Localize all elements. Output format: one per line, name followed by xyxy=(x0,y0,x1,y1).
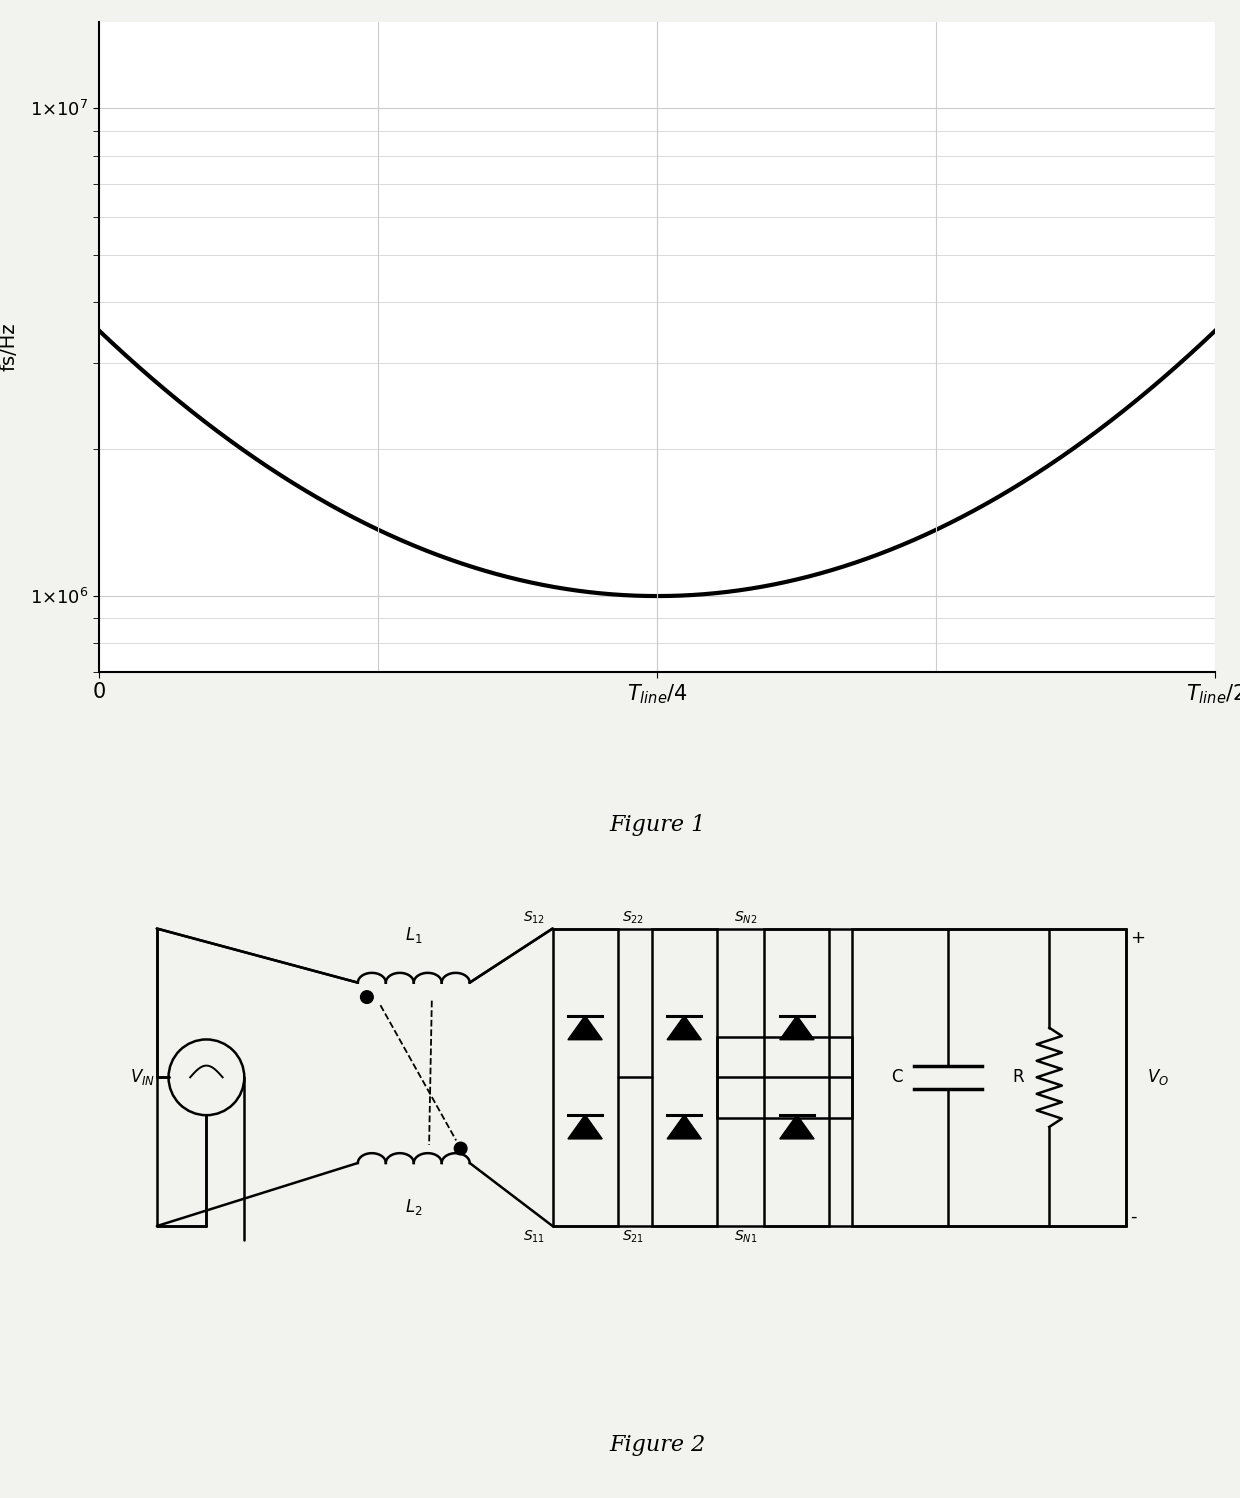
Text: $S_{N2}$: $S_{N2}$ xyxy=(734,909,758,926)
Text: Figure 2: Figure 2 xyxy=(609,1434,706,1456)
Text: $V_{IN}$: $V_{IN}$ xyxy=(130,1067,155,1088)
Polygon shape xyxy=(780,1115,815,1138)
Text: $S_{11}$: $S_{11}$ xyxy=(523,1228,546,1245)
Text: -: - xyxy=(1131,1207,1137,1225)
Text: $S_{12}$: $S_{12}$ xyxy=(523,909,546,926)
Text: $L_2$: $L_2$ xyxy=(405,1197,423,1218)
Polygon shape xyxy=(780,1016,815,1040)
Polygon shape xyxy=(568,1016,603,1040)
Bar xyxy=(553,929,618,1225)
Text: +: + xyxy=(1131,929,1146,947)
Polygon shape xyxy=(568,1115,603,1138)
Text: Figure 1: Figure 1 xyxy=(609,815,706,836)
Text: R: R xyxy=(1012,1068,1024,1086)
Text: $S_{N1}$: $S_{N1}$ xyxy=(734,1228,758,1245)
Bar xyxy=(717,1037,852,1118)
Text: $L_1$: $L_1$ xyxy=(405,924,423,945)
Polygon shape xyxy=(667,1115,702,1138)
Y-axis label: fs/Hz: fs/Hz xyxy=(0,322,19,372)
Circle shape xyxy=(454,1143,467,1155)
Text: $S_{22}$: $S_{22}$ xyxy=(622,909,645,926)
Text: C: C xyxy=(892,1068,903,1086)
Circle shape xyxy=(361,990,373,1004)
Bar xyxy=(765,929,830,1225)
Text: $S_{21}$: $S_{21}$ xyxy=(622,1228,645,1245)
Text: $V_O$: $V_O$ xyxy=(1147,1067,1169,1088)
Bar xyxy=(652,929,717,1225)
Polygon shape xyxy=(667,1016,702,1040)
Bar xyxy=(852,929,1126,1225)
